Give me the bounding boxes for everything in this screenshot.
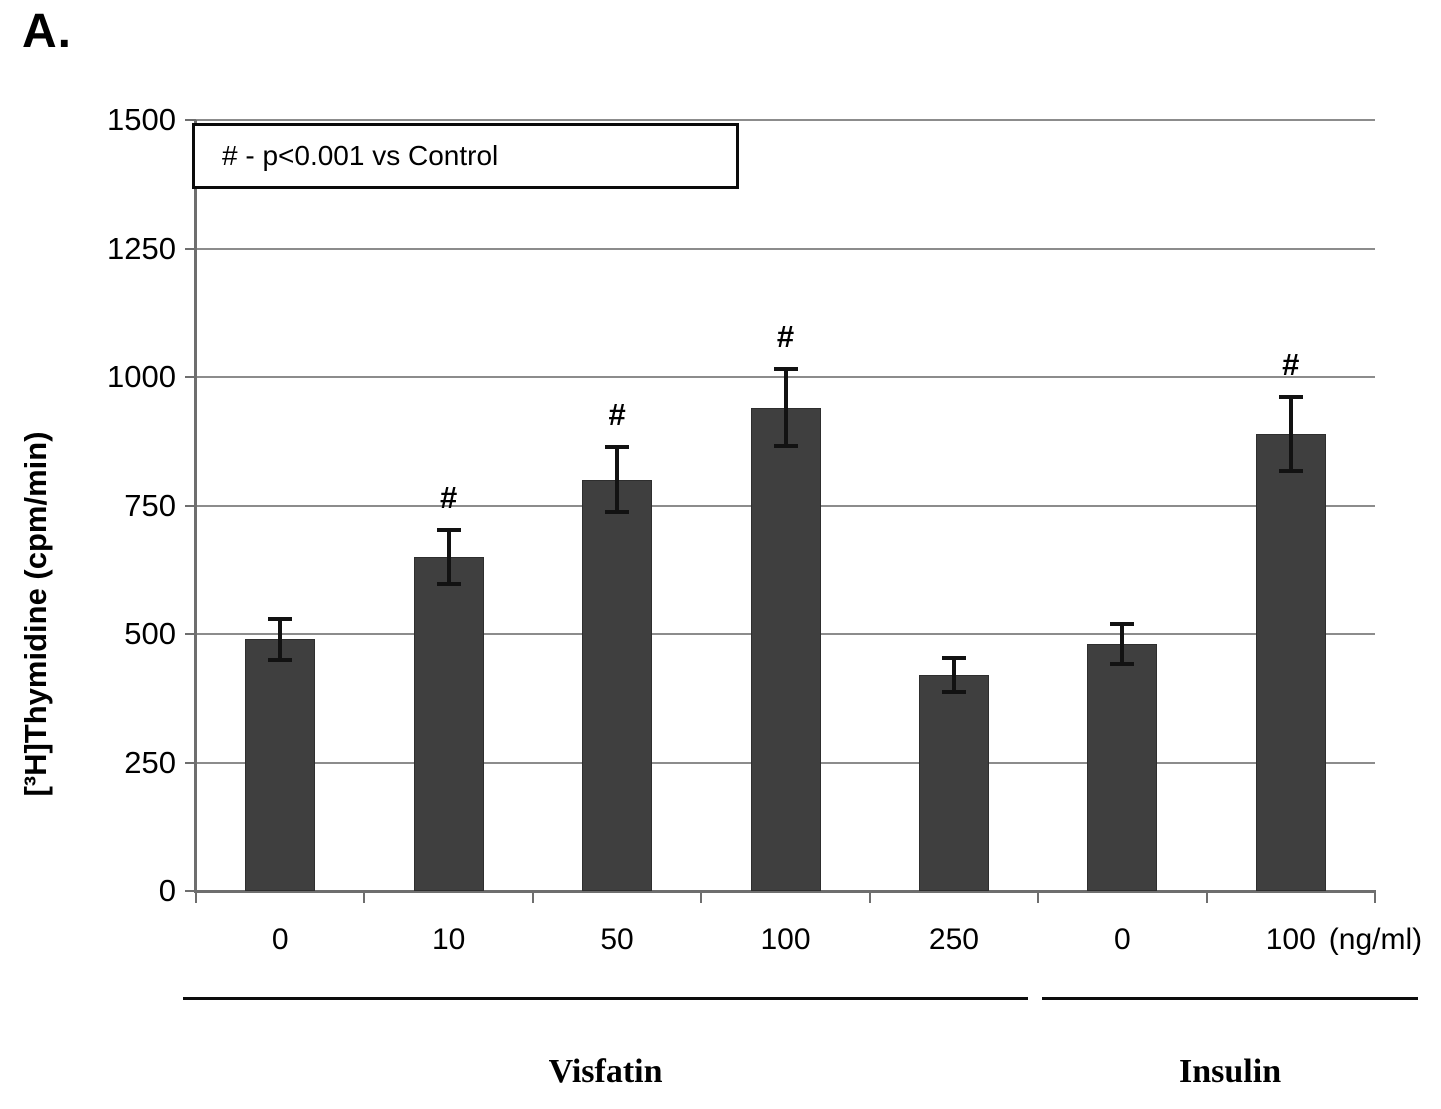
y-tick-1000 xyxy=(185,376,196,378)
x-tick-6 xyxy=(1205,892,1208,903)
x-tick-label-2: 50 xyxy=(600,923,634,956)
gridline-1250 xyxy=(196,247,1375,250)
group-line-insulin xyxy=(1042,997,1418,1000)
sig-marker-insulin-100: # xyxy=(1282,346,1300,382)
x-tick-4 xyxy=(868,892,871,903)
sig-marker-visfatin-10: # xyxy=(440,480,458,516)
bar-visfatin-10 xyxy=(413,556,484,891)
y-tick-label-1000: 1000 xyxy=(107,359,176,394)
error-cap-top-6 xyxy=(1278,394,1303,399)
y-tick-label-1250: 1250 xyxy=(107,230,176,266)
error-bar-visfatin-250 xyxy=(951,658,956,693)
x-tick-3 xyxy=(700,892,703,903)
y-tick-label-0: 0 xyxy=(158,873,176,908)
y-tick-label-750: 750 xyxy=(124,487,176,523)
error-cap-top-0 xyxy=(268,616,293,621)
error-bar-visfatin-10 xyxy=(446,530,451,584)
error-cap-bottom-0 xyxy=(268,657,293,662)
legend-box: # - p<0.001 vs Control xyxy=(192,123,739,189)
y-tick-0 xyxy=(185,890,196,892)
y-tick-750 xyxy=(185,504,196,507)
x-tick-2 xyxy=(531,892,534,903)
x-tick-label-5: 0 xyxy=(1114,923,1131,956)
error-bar-insulin-0 xyxy=(1120,624,1125,665)
sig-marker-visfatin-100: # xyxy=(776,319,795,355)
bar-visfatin-50 xyxy=(582,479,653,891)
y-tick-1250 xyxy=(185,247,196,250)
y-tick-label-500: 500 xyxy=(124,616,176,651)
y-axis-line xyxy=(194,120,197,891)
group-label-insulin: Insulin xyxy=(1179,1053,1282,1090)
y-tick-label-250: 250 xyxy=(124,744,176,780)
x-tick-0 xyxy=(195,892,197,903)
sig-marker-visfatin-50: # xyxy=(608,397,626,433)
error-bar-visfatin-50 xyxy=(615,447,620,513)
error-cap-bottom-1 xyxy=(436,581,461,586)
bar-insulin-100 xyxy=(1255,433,1326,891)
y-tick-500 xyxy=(185,633,196,635)
x-tick-1 xyxy=(363,892,366,903)
error-bar-visfatin-0 xyxy=(278,618,283,660)
error-cap-top-4 xyxy=(941,656,966,661)
gridline-1500 xyxy=(196,119,1375,121)
x-tick-label-4: 250 xyxy=(928,923,979,956)
error-cap-top-5 xyxy=(1110,622,1135,627)
group-line-visfatin xyxy=(183,997,1029,1000)
error-bar-visfatin-100 xyxy=(783,369,788,447)
x-tick-label-0: 0 xyxy=(271,923,289,956)
y-tick-250 xyxy=(185,761,196,764)
bar-insulin-0 xyxy=(1087,644,1158,891)
x-tick-label-6: 100 xyxy=(1265,923,1316,956)
x-tick-5 xyxy=(1037,892,1040,903)
error-cap-bottom-5 xyxy=(1110,662,1135,667)
error-bar-insulin-100 xyxy=(1288,396,1293,471)
x-tick-label-3: 100 xyxy=(760,923,811,956)
error-cap-bottom-3 xyxy=(773,444,798,449)
error-cap-top-2 xyxy=(605,445,630,450)
x-tick-7 xyxy=(1374,892,1376,903)
bar-visfatin-250 xyxy=(918,675,989,891)
x-axis-unit-label: (ng/ml) xyxy=(1328,923,1423,956)
error-cap-bottom-4 xyxy=(941,690,966,695)
group-label-visfatin: Visfatin xyxy=(548,1053,663,1090)
error-cap-top-1 xyxy=(436,528,461,533)
error-cap-bottom-2 xyxy=(605,510,630,515)
panel-label: A. xyxy=(22,5,72,58)
error-cap-bottom-6 xyxy=(1278,468,1303,473)
bar-visfatin-100 xyxy=(750,407,821,891)
y-tick-label-1500: 1500 xyxy=(107,102,176,137)
y-axis-title: [³H]Thymidine (cpm/min) xyxy=(18,431,53,797)
legend-text: # - p<0.001 vs Control xyxy=(222,140,499,171)
x-tick-label-1: 10 xyxy=(431,923,466,956)
bar-visfatin-0 xyxy=(245,639,316,891)
x-axis-line xyxy=(194,890,1376,893)
y-tick-1500 xyxy=(185,119,196,121)
error-cap-top-3 xyxy=(773,367,798,372)
